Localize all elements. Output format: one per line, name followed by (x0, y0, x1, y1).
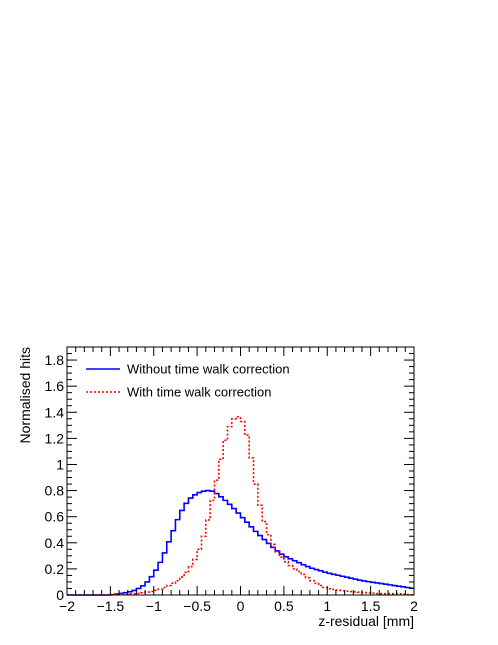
y-axis-tick-labels: 0 0.2 0.4 0.6 0.8 1 1.2 1.4 1.6 1.8 (45, 352, 65, 603)
x-tick-label: 0 (237, 598, 245, 614)
legend-label-without-correction: Without time walk correction (127, 362, 290, 377)
x-tick-label: 2 (410, 598, 418, 614)
y-axis-ticks (67, 346, 414, 596)
y-tick-label: 1.2 (45, 430, 65, 446)
y-axis-label: Normalised hits (17, 347, 33, 443)
x-tick-label: 1 (323, 598, 331, 614)
y-tick-label: 1.4 (45, 404, 65, 420)
curves-layer (67, 416, 414, 596)
y-tick-label: 1.6 (45, 378, 65, 394)
y-tick-label: 1 (56, 456, 64, 472)
x-tick-label: −2 (59, 598, 75, 614)
y-tick-label: 1.8 (45, 352, 65, 368)
y-tick-label: 0.8 (45, 483, 65, 499)
series-line-with-correction (67, 416, 414, 596)
x-tick-label: 0.5 (274, 598, 294, 614)
x-tick-label: −1.5 (97, 598, 125, 614)
legend-label-with-correction: With time walk correction (127, 385, 271, 400)
y-tick-label: 0.6 (45, 509, 65, 525)
y-tick-label: 0.2 (45, 561, 65, 577)
legend: Without time walk correction With time w… (86, 362, 290, 400)
y-tick-label: 0 (56, 587, 64, 603)
x-axis-ticks (66, 347, 415, 595)
y-tick-label: 0.4 (45, 535, 65, 551)
x-tick-label: −1 (146, 598, 162, 614)
x-tick-label: −0.5 (183, 598, 211, 614)
x-tick-label: 1.5 (361, 598, 381, 614)
x-axis-label: z-residual [mm] (318, 613, 414, 629)
series-line-without-correction (67, 489, 414, 596)
x-axis-tick-labels: −2 −1.5 −1 −0.5 0 0.5 1 1.5 2 (59, 598, 418, 614)
